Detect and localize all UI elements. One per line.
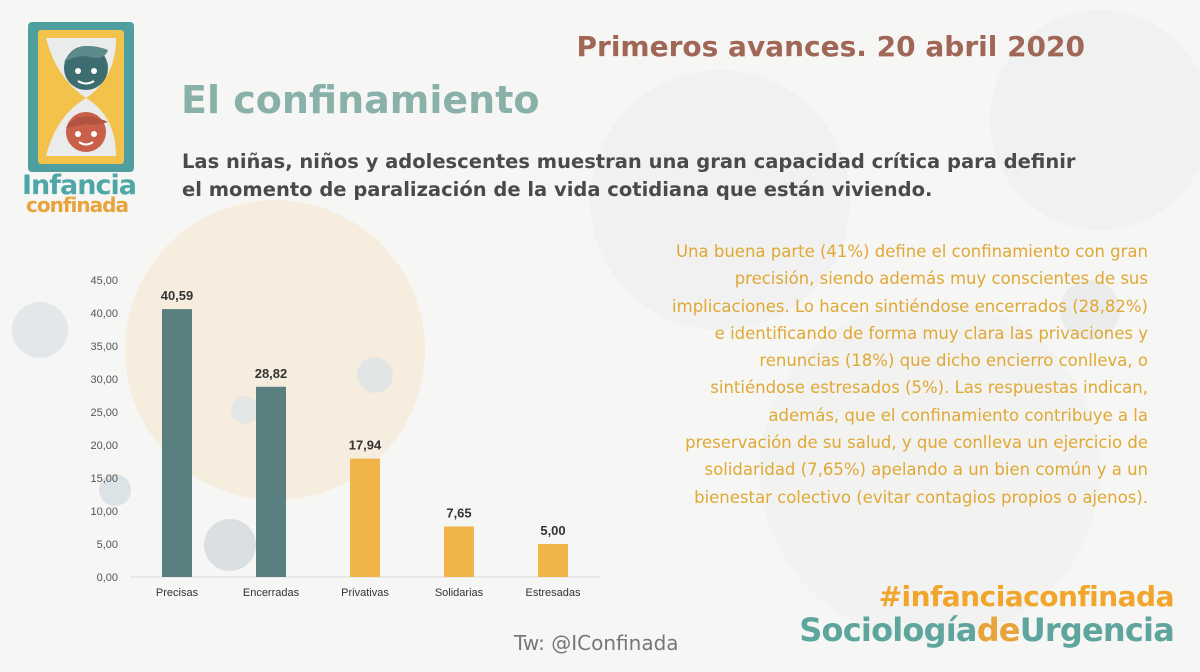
brand-part-3: Urgencia: [1019, 611, 1175, 649]
y-tick-label: 10,00: [90, 506, 118, 518]
bar-value-label: 17,94: [349, 438, 382, 453]
body-text: Una buena parte (41%) define el confinam…: [672, 242, 1148, 507]
x-tick-label: Estresadas: [525, 587, 581, 599]
logo-word-infancia: Infancia: [22, 170, 137, 201]
bar: [162, 309, 192, 577]
lead-paragraph: Las niñas, niños y adolescentes muestran…: [182, 150, 1076, 201]
y-tick-label: 15,00: [90, 473, 118, 485]
brand-sociologia-de-urgencia: SociologíadeUrgencia: [799, 611, 1175, 649]
bar-value-label: 7,65: [446, 506, 471, 521]
x-axis: Precisas Encerradas Privativas Solidarias Es…: [156, 587, 581, 599]
y-tick-label: 20,00: [90, 440, 118, 452]
bar: [538, 544, 568, 577]
brand-part-1: Sociología: [799, 611, 977, 649]
x-tick-label: Solidarias: [435, 587, 484, 599]
bar: [350, 458, 380, 577]
y-tick-label: 35,00: [90, 341, 118, 353]
y-tick-label: 25,00: [90, 407, 118, 419]
x-tick-label: Privativas: [341, 587, 389, 599]
bar: [444, 526, 474, 577]
bars: [162, 309, 568, 577]
bar-value-labels: 40,59 28,82 17,94 7,65 5,00: [161, 288, 566, 538]
bar: [256, 386, 286, 577]
page-title: El confinamiento: [181, 78, 540, 122]
x-tick-label: Precisas: [156, 587, 199, 599]
bar-chart: 0,00 5,00 10,00 15,00 20,00 25,00 30,00 35,00 40…: [90, 275, 600, 599]
bar-value-label: 5,00: [540, 523, 565, 538]
y-tick-label: 5,00: [97, 539, 118, 551]
y-tick-label: 45,00: [90, 275, 118, 287]
hashtag: #infanciaconfinada: [878, 580, 1175, 613]
date-title: Primeros avances. 20 abril 2020: [576, 30, 1086, 63]
y-tick-label: 0,00: [97, 572, 118, 584]
logo-mark: [28, 22, 134, 172]
x-tick-label: Encerradas: [243, 587, 300, 599]
y-tick-label: 40,00: [90, 308, 118, 320]
bar-value-label: 28,82: [255, 366, 288, 381]
y-tick-label: 30,00: [90, 374, 118, 386]
logo-word-confinada: confinada: [26, 193, 129, 217]
brand-part-2: de: [976, 611, 1021, 649]
bar-value-label: 40,59: [161, 288, 194, 303]
twitter-handle: Tw: @IConfinada: [514, 631, 679, 655]
y-axis: 0,00 5,00 10,00 15,00 20,00 25,00 30,00 35,00 40…: [90, 275, 118, 584]
